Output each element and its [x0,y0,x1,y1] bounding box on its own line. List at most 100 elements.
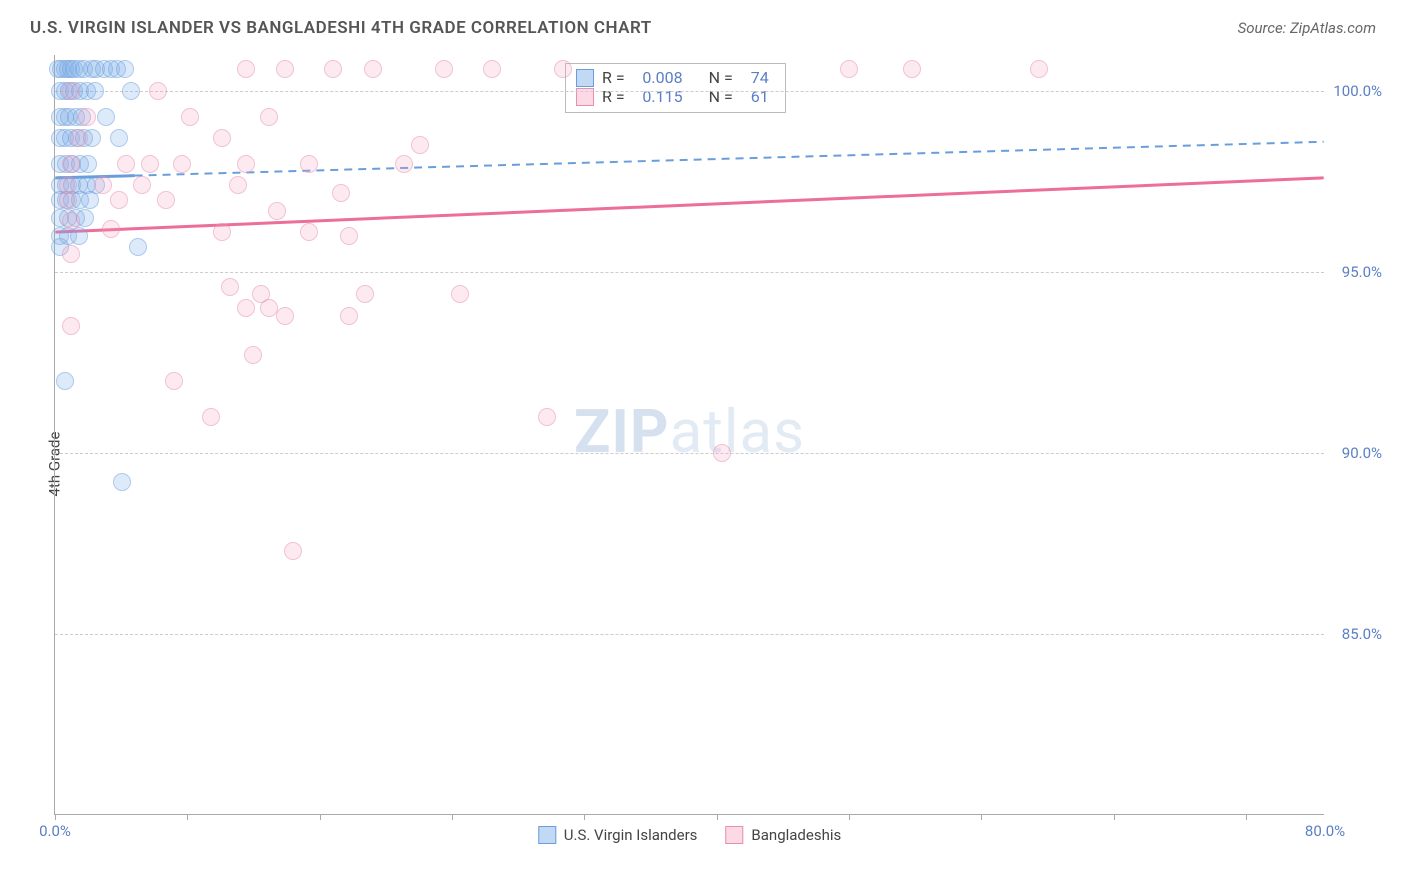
data-point [62,245,80,263]
data-point [129,238,147,256]
data-point [237,60,255,78]
legend-n-value: 74 [741,68,769,87]
data-point [122,82,140,100]
data-point [165,372,183,390]
data-point [340,227,358,245]
data-point [110,129,128,147]
legend-r-label: R = [602,68,625,87]
legend-r-label: R = [602,87,625,106]
data-point [260,108,278,126]
data-point [70,129,88,147]
watermark: ZIPatlas [574,395,805,466]
data-point [149,82,167,100]
data-point [113,473,131,491]
data-point [713,444,731,462]
data-point [483,60,501,78]
legend-label: U.S. Virgin Islanders [564,826,698,844]
x-tick [584,814,585,820]
data-point [86,82,104,100]
x-tick-label: 80.0% [1305,822,1345,840]
data-point [356,285,374,303]
chart-title: U.S. VIRGIN ISLANDER VS BANGLADESHI 4TH … [30,18,652,38]
plot-area: ZIPatlas R =0.008N =74R =0.115N =61 U.S.… [54,55,1324,815]
correlation-legend: R = 0.008 N = 74 R = 0.115 N = 61 [565,63,786,113]
legend-swatch [725,826,743,844]
data-point [340,307,358,325]
legend-swatch [576,69,594,87]
data-point [213,223,231,241]
y-tick-label: 85.0% [1342,625,1382,643]
data-point [79,155,97,173]
legend-n-label: N = [709,87,733,106]
legend-row: R = 0.008 N = 74 [576,68,769,87]
data-point [97,108,115,126]
x-tick [981,814,982,820]
data-point [173,155,191,173]
data-point [141,155,159,173]
legend-label: Bangladeshis [751,826,841,844]
data-point [364,60,382,78]
data-point [117,155,135,173]
y-tick-label: 100.0% [1333,82,1382,100]
data-point [221,278,239,296]
data-point [62,212,80,230]
data-point [237,299,255,317]
legend-n-label: N = [709,68,733,87]
data-point [62,317,80,335]
data-point [237,155,255,173]
x-tick [55,814,56,820]
legend-r-value: 0.115 [633,87,683,106]
data-point [133,176,151,194]
series-legend: U.S. Virgin Islanders Bangladeshis [538,826,841,844]
data-point [276,307,294,325]
data-point [411,136,429,154]
legend-swatch [538,826,556,844]
x-tick [1114,814,1115,820]
gridline [55,272,1324,273]
x-tick [849,814,850,820]
x-tick [320,814,321,820]
data-point [284,542,302,560]
gridline [55,91,1324,92]
data-point [395,155,413,173]
data-point [157,191,175,209]
data-point [435,60,453,78]
chart-source: Source: ZipAtlas.com [1238,19,1376,37]
data-point [56,372,74,390]
x-tick [1246,814,1247,820]
data-point [300,155,318,173]
data-point [59,191,77,209]
chart-container: 4th Grade ZIPatlas R =0.008N =74R =0.115… [30,55,1386,872]
data-point [903,60,921,78]
data-point [213,129,231,147]
x-tick [717,814,718,820]
x-tick [452,814,453,820]
y-tick-label: 90.0% [1342,444,1382,462]
legend-r-value: 0.008 [633,68,683,87]
data-point [332,184,350,202]
data-point [268,202,286,220]
x-tick [187,814,188,820]
data-point [78,108,96,126]
data-point [62,155,80,173]
y-tick-label: 95.0% [1342,263,1382,281]
legend-n-value: 61 [741,87,769,106]
legend-row: R = 0.115 N = 61 [576,87,769,106]
data-point [62,82,80,100]
legend-swatch [576,88,594,106]
chart-header: U.S. VIRGIN ISLANDER VS BANGLADESHI 4TH … [0,0,1406,50]
data-point [116,60,134,78]
data-point [840,60,858,78]
data-point [81,191,99,209]
data-point [538,408,556,426]
data-point [110,191,128,209]
legend-item: U.S. Virgin Islanders [538,826,698,844]
legend-item: Bangladeshis [725,826,841,844]
data-point [1030,60,1048,78]
data-point [94,176,112,194]
data-point [181,108,199,126]
x-tick-label: 0.0% [39,822,71,840]
data-point [102,220,120,238]
data-point [324,60,342,78]
gridline [55,634,1324,635]
